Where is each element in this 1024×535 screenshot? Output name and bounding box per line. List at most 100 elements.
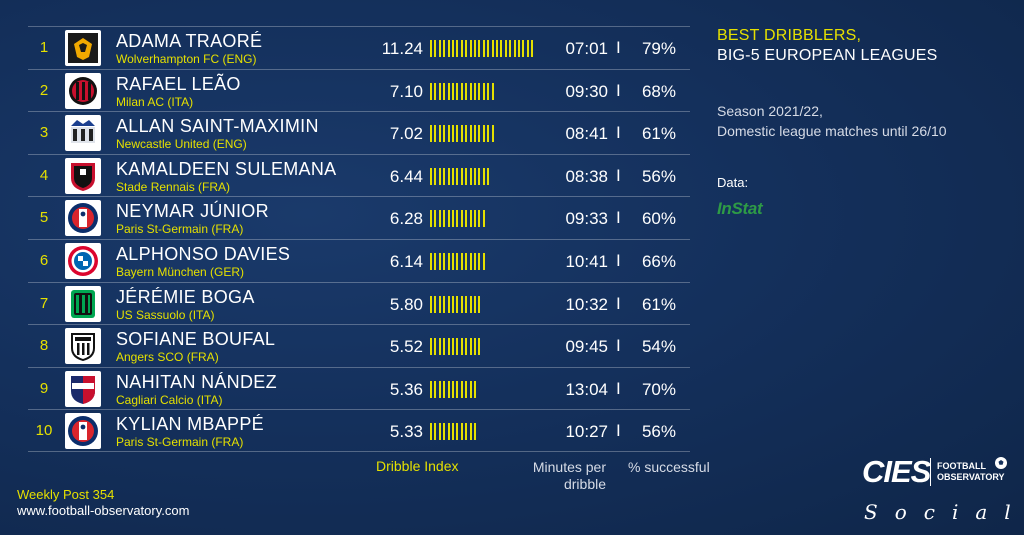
table-row: 1 ADAMA TRAORÉ Wolverhampton FC (ENG) 11.24… bbox=[28, 26, 690, 69]
angers-crest-icon bbox=[65, 328, 101, 365]
bar-tick bbox=[456, 82, 459, 100]
bar-tick bbox=[452, 167, 454, 185]
bar-tick bbox=[430, 125, 432, 143]
website-link[interactable]: www.football-observatory.com bbox=[17, 503, 190, 518]
bar-tick bbox=[513, 40, 516, 57]
club-name: Paris St-Germain (FRA) bbox=[116, 222, 244, 237]
table-row: 6 ALPHONSO DAVIES Bayern München (GER) 6.14… bbox=[28, 238, 690, 282]
bar-tick bbox=[465, 423, 468, 441]
bar-tick bbox=[438, 125, 441, 143]
dribble-index-value: 6.14 bbox=[389, 251, 423, 271]
club-name: Newcastle United (ENG) bbox=[116, 137, 247, 152]
dribble-index-bar bbox=[430, 295, 560, 313]
bar-tick bbox=[452, 82, 454, 100]
bar-tick bbox=[474, 125, 476, 143]
bar-tick bbox=[447, 40, 450, 57]
table-row: 2 RAFAEL LEÃO Milan AC (ITA) 7.10 09:30 I 68% bbox=[28, 68, 690, 112]
bar-tick bbox=[469, 210, 472, 228]
dribble-index-value: 5.80 bbox=[389, 294, 423, 314]
bar-tick bbox=[456, 210, 459, 228]
pct-successful-value: 60% bbox=[641, 209, 676, 229]
bar-tick bbox=[487, 125, 490, 143]
column-separator: I bbox=[616, 336, 621, 356]
bar-tick bbox=[447, 167, 450, 185]
bar-tick bbox=[434, 338, 437, 356]
player-name: JÉRÉMIE BOGA bbox=[116, 286, 255, 307]
fo-line2: OBSERVATORY bbox=[937, 472, 1005, 482]
bar-tick bbox=[452, 295, 454, 313]
bar-tick bbox=[478, 40, 481, 57]
player-name: KYLIAN MBAPPÉ bbox=[116, 414, 264, 435]
bar-tick bbox=[465, 380, 468, 398]
minutes-per-dribble-value: 13:04 bbox=[565, 379, 608, 399]
season-note: Season 2021/22, Domestic league matches … bbox=[717, 101, 947, 141]
bar-tick bbox=[469, 167, 472, 185]
newcastle-crest-icon bbox=[65, 115, 101, 152]
minutes-per-dribble-value: 09:30 bbox=[565, 81, 608, 101]
cies-logo: CIES FOOTBALL OBSERVATORY Social bbox=[862, 454, 1012, 524]
dribble-index-value: 5.52 bbox=[389, 337, 423, 357]
bar-tick bbox=[460, 423, 463, 441]
dribble-index-bar bbox=[430, 40, 560, 57]
bar-tick bbox=[474, 295, 476, 313]
bar-tick bbox=[478, 82, 481, 100]
bar-tick bbox=[482, 125, 485, 143]
minutes-per-dribble-value: 10:27 bbox=[565, 422, 608, 442]
dribble-index-value: 5.36 bbox=[389, 379, 423, 399]
bar-tick bbox=[487, 40, 490, 57]
bar-tick bbox=[469, 295, 472, 313]
rank-number: 8 bbox=[39, 337, 49, 355]
bar-tick bbox=[482, 82, 485, 100]
bar-tick bbox=[460, 82, 463, 100]
data-label: Data: bbox=[717, 175, 749, 190]
bar-tick bbox=[474, 210, 476, 228]
bar-tick bbox=[447, 125, 450, 143]
column-separator: I bbox=[616, 293, 621, 313]
bar-tick bbox=[500, 40, 503, 57]
chart-title: BEST DRIBBLERS, BIG-5 EUROPEAN LEAGUES bbox=[717, 26, 937, 66]
bar-tick bbox=[443, 82, 446, 100]
bar-tick bbox=[474, 82, 476, 100]
bar-tick bbox=[469, 252, 472, 270]
club-name: Stade Rennais (FRA) bbox=[116, 179, 231, 194]
dribble-index-value: 6.28 bbox=[389, 209, 423, 229]
dribble-index-bar bbox=[430, 338, 560, 356]
cies-wordmark: CIES bbox=[862, 454, 931, 489]
dribble-index-bar bbox=[430, 167, 560, 185]
bar-tick bbox=[474, 423, 476, 441]
bar-tick bbox=[518, 40, 520, 57]
cagliari-crest-icon bbox=[65, 370, 101, 407]
minutes-per-dribble-value: 09:33 bbox=[565, 209, 608, 229]
bar-tick bbox=[482, 40, 485, 57]
pct-successful-value: 56% bbox=[641, 422, 676, 442]
bar-tick bbox=[474, 167, 476, 185]
bar-tick bbox=[456, 125, 459, 143]
header-dribble-index: Dribble Index bbox=[376, 458, 459, 474]
bar-tick bbox=[443, 125, 446, 143]
bar-tick bbox=[438, 82, 441, 100]
fo-line1: FOOTBALL bbox=[937, 461, 986, 471]
bar-tick bbox=[443, 423, 446, 441]
bar-tick bbox=[460, 252, 463, 270]
bar-tick bbox=[469, 338, 472, 356]
bar-tick bbox=[487, 82, 490, 100]
pct-successful-value: 56% bbox=[641, 166, 676, 186]
bar-tick bbox=[509, 40, 512, 57]
bar-tick bbox=[443, 338, 446, 356]
bar-tick bbox=[504, 40, 507, 57]
bar-tick bbox=[438, 252, 441, 270]
table-row: 4 KAMALDEEN SULEMANA Stade Rennais (FRA) 6.… bbox=[28, 153, 690, 197]
table-row: 10 KYLIAN MBAPPÉ Paris St-Germain (FRA) 5.3… bbox=[28, 409, 690, 452]
dribble-index-value: 6.44 bbox=[389, 166, 423, 186]
table-row: 7 JÉRÉMIE BOGA US Sassuolo (ITA) 5.80 10:32 I… bbox=[28, 281, 690, 325]
rank-number: 10 bbox=[35, 422, 53, 440]
bar-tick bbox=[443, 167, 446, 185]
pct-successful-value: 66% bbox=[641, 251, 676, 271]
bar-tick bbox=[456, 423, 459, 441]
bar-tick bbox=[443, 210, 446, 228]
bar-tick bbox=[522, 40, 525, 57]
bar-tick bbox=[474, 338, 476, 356]
psg-crest-icon bbox=[65, 200, 101, 237]
bar-tick bbox=[482, 167, 485, 185]
bar-tick bbox=[469, 125, 472, 143]
